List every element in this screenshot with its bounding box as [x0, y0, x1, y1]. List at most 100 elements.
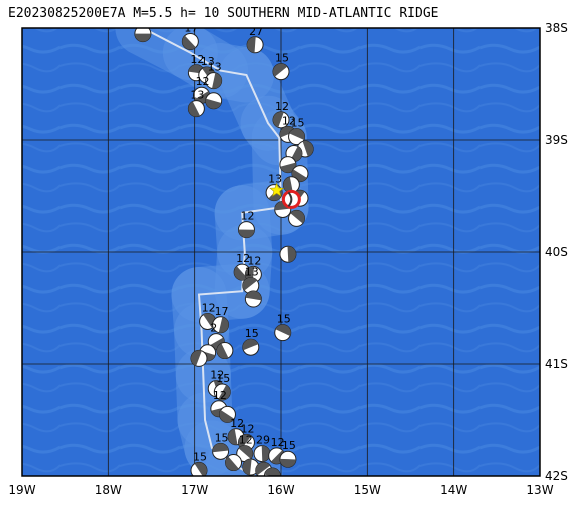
star-marker: [269, 182, 285, 197]
event-depth-label: 15: [282, 439, 296, 452]
event-marker: [244, 290, 262, 308]
event-marker: 17: [212, 305, 230, 334]
beachball-compression: [234, 266, 248, 281]
event-marker: [263, 467, 281, 476]
beachball-compression: [280, 162, 296, 173]
beachball-compression: [219, 410, 235, 423]
event-marker: 12: [236, 434, 254, 463]
event-marker: [282, 176, 300, 194]
beachball-compression: [255, 462, 271, 476]
map-title: E20230825200E7A M=5.5 h= 10 SOUTHERN MID…: [8, 6, 439, 21]
latitude-tick-label: 40S: [545, 245, 568, 259]
event-depth-label: 12: [190, 53, 204, 66]
latitude-tick-label: 41S: [545, 357, 568, 371]
longitude-tick-label: 13W: [526, 483, 553, 497]
map-frame: [21, 27, 541, 477]
event-marker: 15: [242, 327, 260, 356]
event-depth-label: 13: [190, 89, 204, 102]
event-marker: 15: [279, 439, 297, 468]
event-depth-label: 15: [215, 431, 229, 444]
beachball-compression: [290, 210, 305, 224]
event-marker: [205, 92, 223, 110]
longitude-tick-label: 19W: [8, 483, 35, 497]
beachball-compression: [134, 33, 151, 42]
beachball-compression: [194, 462, 207, 476]
latitude-tick-labels: 38S 39S 40S 41S 42S: [545, 21, 568, 483]
event-depth-label: 29: [256, 434, 270, 447]
event-marker: [279, 245, 297, 263]
beachball-compression: [273, 63, 288, 77]
beachball-compression: [205, 98, 222, 109]
beachball-compression: [212, 443, 229, 453]
event-depth-label: 12: [282, 114, 296, 127]
event-depth-label: 13: [245, 266, 259, 279]
latitude-tick-label: 39S: [545, 133, 568, 147]
beachball-compression: [238, 229, 255, 238]
beachball-compression: [216, 343, 229, 359]
event-depth-label: 12: [230, 417, 244, 430]
longitude-tick-label: 17W: [181, 483, 208, 497]
beachball-compression: [188, 101, 201, 117]
event-depth-label: 17: [215, 305, 229, 318]
event-marker: [190, 349, 208, 367]
main-event: [269, 182, 301, 209]
beachball-compression: [225, 456, 239, 471]
event-marker: 29: [253, 434, 271, 463]
event-depth-label: 15: [277, 313, 291, 326]
event-marker: 15: [212, 431, 230, 460]
longitude-tick-label: 15W: [354, 483, 381, 497]
longitude-tick-label: 14W: [440, 483, 467, 497]
event-depth-label: 12: [210, 369, 224, 382]
latitude-tick-label: 38S: [545, 21, 568, 35]
beachball-compression: [264, 468, 281, 476]
latitude-tick-label: 42S: [545, 469, 568, 483]
event-marker: [279, 156, 297, 174]
event-marker: 15: [272, 52, 290, 81]
event-marker: [225, 454, 243, 472]
event-marker: 15: [190, 450, 208, 476]
event-depth-label: 12: [239, 434, 253, 447]
beachball-compression: [247, 36, 256, 53]
event-marker: 15: [213, 372, 231, 401]
event-depth-label: 17: [184, 21, 198, 34]
event-depth-label: 15: [245, 327, 259, 340]
event-depth-label: 12: [213, 389, 227, 402]
beachball-compression: [289, 128, 305, 140]
beachball-compression: [287, 246, 296, 263]
event-depth-label: 12: [247, 254, 261, 267]
event-marker: [288, 209, 306, 227]
event-depth-label: 13: [201, 55, 215, 68]
event-depth-label: 15: [216, 372, 230, 385]
beachball-compression: [238, 445, 253, 459]
event-depth-label: 12: [202, 301, 216, 314]
beachball-compression: [238, 434, 252, 449]
event-marker: 12: [237, 210, 255, 239]
event-depth-label: 12: [240, 422, 254, 435]
beachball-compression: [279, 126, 296, 138]
event-marker: 15: [274, 313, 292, 342]
beachball-compression: [218, 317, 229, 333]
event-depth-label: 13: [208, 61, 222, 74]
event-marker: 27: [246, 28, 264, 54]
event-marker: 15: [288, 117, 306, 146]
main-event-nodal-line: [287, 191, 293, 208]
beachball-compression: [283, 176, 293, 193]
event-depth-label: 12: [236, 252, 250, 265]
longitude-tick-label: 16W: [267, 483, 294, 497]
beachball-compression: [290, 146, 302, 162]
beachball-compression: [228, 428, 238, 445]
event-marker: [218, 405, 236, 423]
beachball-compression: [218, 385, 231, 400]
beachball-compression: [275, 324, 291, 337]
beachball-compression: [242, 459, 252, 475]
event-marker: 17: [181, 21, 199, 50]
event-marker: [296, 140, 314, 158]
beachball-compression: [242, 277, 258, 291]
event-marker: 12: [237, 422, 255, 451]
event-marker: 13: [265, 173, 283, 202]
event-marker: 13: [205, 61, 223, 90]
event-marker: 12: [272, 100, 290, 129]
longitude-tick-label: 18W: [95, 483, 122, 497]
event-marker: 13: [187, 89, 205, 118]
